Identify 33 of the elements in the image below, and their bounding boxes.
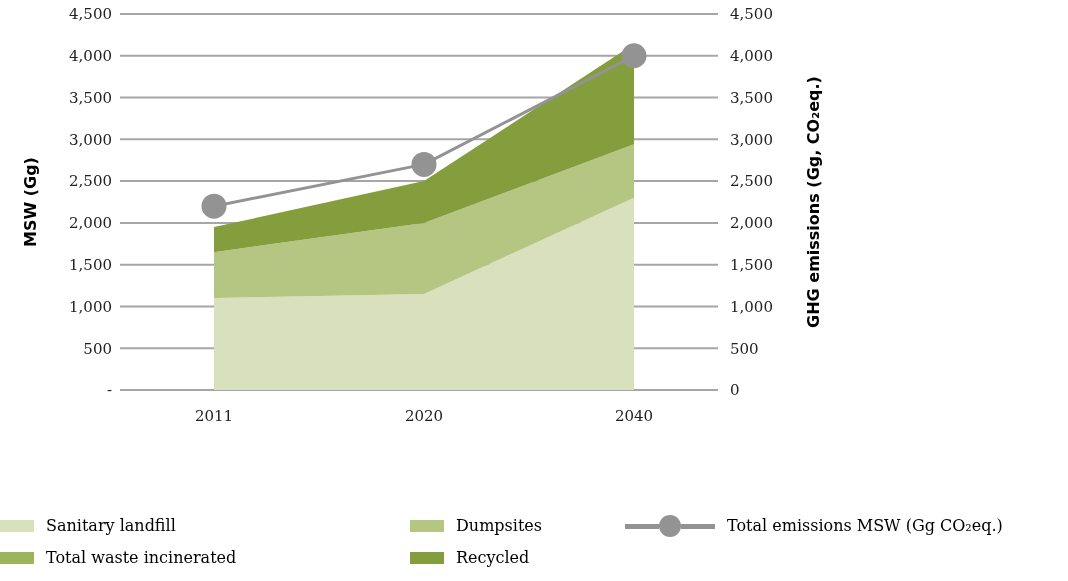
y2-tick-label: 2,500	[730, 172, 773, 191]
point	[411, 151, 437, 177]
y2-tick-label: 500	[730, 339, 759, 358]
y-tick-label: 1,000	[69, 297, 112, 316]
legend-label: Sanitary landfill	[46, 515, 176, 537]
y2-tick-label: 2,000	[730, 214, 773, 233]
y-tick-label: 3,000	[69, 130, 112, 149]
y-tick-label: 1,500	[69, 255, 112, 274]
x-tick-label: 2020	[404, 406, 444, 425]
y-tick-label: 2,500	[69, 172, 112, 191]
x-tick-label: 2040	[614, 406, 654, 425]
y-axis-title: MSW (Gg)	[20, 157, 40, 247]
y-tick-label: 4,500	[69, 5, 112, 24]
y-tick-label: 2,000	[69, 214, 112, 233]
y-tick-label: 4,000	[69, 47, 112, 66]
legend-label: Dumpsites	[456, 515, 542, 537]
y2-tick-label: 0	[730, 381, 740, 400]
y2-axis-title: GHG emissions (Gg, CO₂eq.)	[803, 76, 823, 328]
y2-tick-label: 4,500	[730, 5, 773, 24]
legend-label: Recycled	[456, 547, 530, 569]
y-tick-label: 3,500	[69, 88, 112, 107]
y2-tick-label: 1,000	[730, 297, 773, 316]
y-tick-label: 500	[83, 339, 112, 358]
point	[621, 43, 647, 69]
legend-label: Total emissions MSW (Gg CO₂eq.)	[727, 515, 1003, 537]
x-tick-label: 2011	[194, 406, 234, 425]
y2-tick-label: 1,500	[730, 255, 773, 274]
legend-label: Total waste incinerated	[46, 547, 237, 569]
y2-tick-label: 3,500	[730, 88, 773, 107]
y-tick-label: -	[106, 381, 112, 400]
y2-tick-label: 3,000	[730, 130, 773, 149]
point	[201, 193, 227, 219]
y2-tick-label: 4,000	[730, 47, 773, 66]
